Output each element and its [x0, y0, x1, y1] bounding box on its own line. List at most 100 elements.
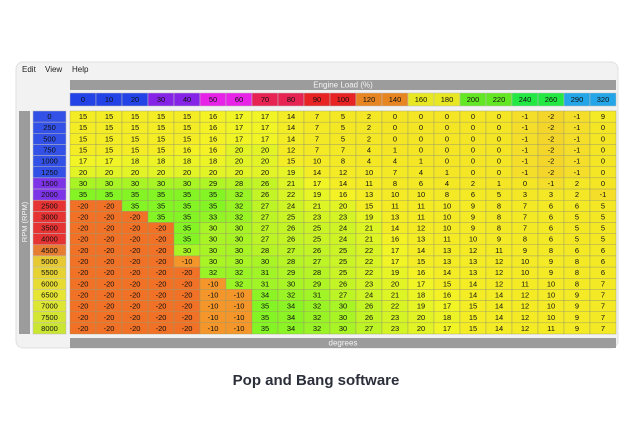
cell-value: 10 [469, 235, 477, 244]
cell-value: -1 [574, 112, 581, 121]
cell-value: -20 [156, 290, 167, 299]
cell-value: 8 [497, 224, 501, 233]
menu-item[interactable]: View [45, 65, 62, 74]
cell-value: 0 [471, 134, 475, 143]
cell-value: -2 [548, 112, 555, 121]
cell-value: 4 [419, 168, 423, 177]
cell-value: 6 [601, 257, 605, 266]
cell-value: 18 [443, 313, 451, 322]
cell-value: 20 [417, 324, 425, 333]
cell-value: 22 [365, 257, 373, 266]
cell-value: 30 [339, 313, 347, 322]
cell-value: 18 [183, 157, 191, 166]
column-header: 20 [131, 95, 139, 104]
column-header: 240 [519, 95, 532, 104]
cell-value: 18 [131, 157, 139, 166]
cell-value: 9 [575, 290, 579, 299]
cell-value: -20 [104, 268, 115, 277]
row-header: 1500 [41, 179, 58, 188]
cell-value: 10 [443, 224, 451, 233]
cell-value: -20 [78, 246, 89, 255]
cell-value: 25 [313, 235, 321, 244]
cell-value: 17 [261, 112, 269, 121]
cell-value: 34 [261, 290, 269, 299]
cell-value: 19 [417, 302, 425, 311]
cell-value: 9 [523, 246, 527, 255]
cell-value: 0 [523, 179, 527, 188]
cell-value: -20 [104, 201, 115, 210]
cell-value: 9 [575, 302, 579, 311]
cell-value: -2 [548, 146, 555, 155]
cell-value: 34 [287, 313, 295, 322]
cell-value: 29 [209, 179, 217, 188]
cell-value: 18 [417, 290, 425, 299]
cell-value: 15 [183, 123, 191, 132]
cell-value: 5 [341, 134, 345, 143]
cell-value: 8 [523, 235, 527, 244]
cell-value: 34 [287, 302, 295, 311]
cell-value: 6 [575, 246, 579, 255]
cell-value: 21 [391, 290, 399, 299]
cell-value: 15 [105, 134, 113, 143]
cell-value: 28 [313, 268, 321, 277]
cell-value: -20 [104, 246, 115, 255]
cell-value: 14 [313, 168, 321, 177]
cell-value: 35 [261, 313, 269, 322]
cell-value: 32 [287, 290, 295, 299]
cell-value: 14 [417, 246, 425, 255]
cell-value: 35 [183, 201, 191, 210]
cell-value: 24 [339, 224, 347, 233]
cell-value: 27 [287, 246, 295, 255]
cell-value: 32 [209, 268, 217, 277]
cell-value: 2 [575, 190, 579, 199]
cell-value: 17 [235, 112, 243, 121]
cell-value: 27 [261, 224, 269, 233]
cell-value: 35 [183, 224, 191, 233]
cell-value: 7 [601, 302, 605, 311]
cell-value: -2 [548, 134, 555, 143]
cell-value: 16 [209, 134, 217, 143]
cell-value: 3 [523, 190, 527, 199]
cell-value: 5 [601, 224, 605, 233]
cell-value: -10 [234, 324, 245, 333]
row-header: 7000 [41, 302, 58, 311]
cell-value: -20 [104, 313, 115, 322]
cell-value: 12 [417, 224, 425, 233]
cell-value: 4 [367, 146, 371, 155]
cell-value: 17 [261, 123, 269, 132]
cell-value: 17 [391, 246, 399, 255]
cell-value: 10 [547, 302, 555, 311]
cell-value: 24 [339, 235, 347, 244]
cell-value: 7 [523, 224, 527, 233]
cell-value: -20 [130, 279, 141, 288]
cell-value: 15 [287, 157, 295, 166]
cell-value: 20 [209, 168, 217, 177]
cell-value: -20 [104, 290, 115, 299]
cell-value: -20 [78, 313, 89, 322]
cell-value: 12 [339, 168, 347, 177]
cell-value: -20 [104, 235, 115, 244]
cell-value: 26 [313, 246, 321, 255]
cell-value: -20 [130, 324, 141, 333]
cell-value: 6 [549, 201, 553, 210]
cell-value: 12 [495, 268, 503, 277]
cell-value: 10 [417, 190, 425, 199]
cell-value: -1 [522, 112, 529, 121]
cell-value: 6 [601, 246, 605, 255]
cell-value: 35 [183, 235, 191, 244]
cell-value: 0 [393, 123, 397, 132]
cell-value: 30 [209, 257, 217, 266]
cell-value: 32 [313, 313, 321, 322]
menu-item[interactable]: Help [72, 65, 89, 74]
cell-value: 10 [365, 168, 373, 177]
row-axis-title: RPM (RPM) [20, 201, 29, 242]
cell-value: 32 [235, 190, 243, 199]
cell-value: 9 [549, 257, 553, 266]
cell-value: 17 [417, 279, 425, 288]
cell-value: -20 [78, 268, 89, 277]
cell-value: 0 [497, 134, 501, 143]
menu-item[interactable]: Edit [22, 65, 37, 74]
cell-value: 12 [287, 146, 295, 155]
cell-value: 12 [521, 324, 529, 333]
cell-value: 0 [471, 112, 475, 121]
